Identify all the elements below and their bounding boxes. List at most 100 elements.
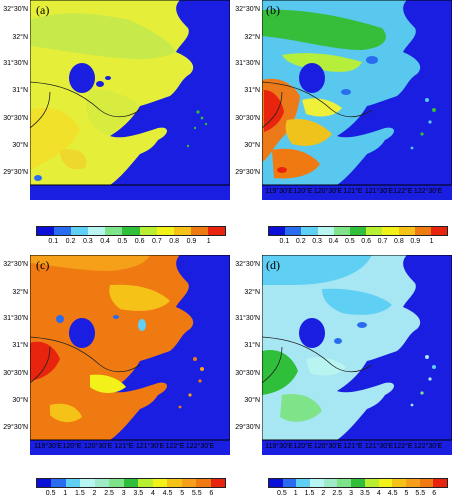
colorbar-swatch (71, 227, 89, 235)
colorbar-swatch (167, 479, 182, 487)
colorbar-label-bot-c-10: 5.5 (191, 490, 202, 497)
colorbar-label-bot-c-5: 3 (121, 490, 126, 497)
colorbar-label-bot-d-8: 4.5 (387, 490, 398, 497)
colorbar-swatch (285, 227, 302, 235)
y-tick-d-1: 32°N (244, 289, 260, 296)
y-tick-a-2: 31°30'N (3, 60, 28, 67)
colorbar-label-bot-d-3: 2 (321, 490, 326, 497)
colorbar-swatch (433, 479, 447, 487)
colorbar-swatch (405, 479, 420, 487)
colorbar-swatch (37, 227, 55, 235)
y-tick-c-1: 32°N (12, 289, 28, 296)
panel-label-b: (b) (266, 3, 280, 17)
colorbar-swatch (152, 479, 168, 487)
colorbar-swatch (190, 227, 208, 235)
y-tick-c-2: 31°30'N (3, 315, 28, 322)
y-tick-a-0: 32°30'N (3, 6, 28, 13)
colorbar-label-bot-c-4: 2.5 (104, 490, 114, 497)
x-tick-b-0: 119°30'E (265, 188, 293, 195)
colorbar-label-top-b-4: 0.5 (344, 238, 355, 245)
map-c (29, 254, 231, 455)
colorbar-label-bot-c-9: 5 (180, 490, 185, 497)
y-tick-c-3: 31°N (12, 342, 28, 349)
colorbar-label-top-a-0: 0.1 (48, 238, 59, 245)
colorbar-label-top-b-7: 0.8 (394, 238, 404, 245)
colorbar-swatch (323, 479, 338, 487)
colorbar-label-bot-c-7: 4 (150, 490, 155, 497)
y-tick-d-2: 31°30'N (235, 315, 260, 322)
y-tick-b-4: 30°30'N (235, 115, 260, 122)
colorbar-label-bot-c-8: 4.5 (162, 490, 173, 497)
y-tick-b-1: 32°N (244, 34, 260, 41)
colorbar-label-top-a-6: 0.7 (152, 238, 162, 245)
y-tick-d-0: 32°30'N (235, 261, 260, 268)
colorbar-label-top-b-3: 0.4 (328, 238, 339, 245)
y-tick-d-6: 29°30'N (235, 424, 260, 431)
colorbar-label-bot-d-9: 5 (404, 490, 409, 497)
colorbar-swatch (337, 479, 352, 487)
colorbar-label-top-a-8: 0.9 (186, 238, 197, 245)
map-b (261, 0, 452, 200)
y-tick-a-1: 32°N (12, 34, 28, 41)
colorbar-swatch (317, 227, 334, 235)
colorbar-label-bot-d-5: 3 (349, 490, 354, 497)
colorbar-label-bot-c-0: 0.5 (45, 490, 56, 497)
colorbar-swatch (364, 479, 379, 487)
colorbar-swatch (51, 479, 66, 487)
colorbar-swatch (430, 227, 448, 235)
y-tick-b-5: 30°N (244, 142, 260, 149)
colorbar-swatch (196, 479, 211, 487)
colorbar-label-bot-d-6: 3.5 (360, 490, 370, 497)
colorbar-swatch (351, 479, 365, 487)
colorbar-bottom-c (36, 478, 226, 488)
colorbar-swatch (54, 227, 72, 235)
colorbar-swatch (123, 479, 139, 487)
x-tick-c-6: 122°30'E (185, 443, 215, 450)
panel-label-a: (a) (36, 3, 50, 17)
x-tick-b-4: 121°30'E (364, 188, 394, 195)
colorbar-swatch (310, 479, 324, 487)
y-tick-c-0: 32°30'N (3, 261, 28, 268)
y-tick-d-5: 30°N (244, 397, 260, 404)
y-tick-b-2: 31°30'N (235, 60, 260, 67)
colorbar-label-bot-d-10: 5.5 (415, 490, 426, 497)
colorbar-swatch (80, 479, 95, 487)
colorbar-swatch (269, 479, 283, 487)
colorbar-label-top-a-9: 1 (206, 238, 211, 245)
colorbar-label-top-a-7: 0.8 (169, 238, 180, 245)
colorbar-swatch (333, 227, 350, 235)
colorbar-label-top-b-2: 0.3 (312, 238, 322, 245)
colorbar-swatch (139, 227, 157, 235)
colorbar-swatch (181, 479, 197, 487)
x-tick-d-1: 120°E (293, 443, 313, 450)
colorbar-swatch (65, 479, 81, 487)
x-tick-d-4: 121°30'E (364, 443, 394, 450)
y-tick-a-4: 30°30'N (3, 115, 28, 122)
panel-label-c: (c) (36, 258, 50, 272)
colorbar-label-top-b-5: 0.6 (361, 238, 372, 245)
colorbar-swatch (392, 479, 406, 487)
colorbar-swatch (37, 479, 52, 487)
x-tick-c-2: 120°30'E (83, 443, 113, 450)
y-tick-b-3: 31°N (244, 87, 260, 94)
x-tick-d-6: 122°30'E (413, 443, 443, 450)
map-d (261, 254, 452, 455)
y-tick-c-5: 30°N (12, 397, 28, 404)
colorbar-label-bot-d-1: 1 (293, 490, 298, 497)
colorbar-label-top-b-6: 0.7 (377, 238, 388, 245)
map-panel-c (29, 254, 231, 455)
colorbar-label-bot-c-11: 6 (209, 490, 214, 497)
y-tick-c-4: 30°30'N (3, 370, 28, 377)
x-tick-c-4: 121°30'E (135, 443, 165, 450)
colorbar-label-bot-d-0: 0.5 (276, 490, 287, 497)
colorbar-swatch (366, 227, 383, 235)
colorbar-top-a (36, 226, 226, 236)
y-tick-a-3: 31°N (12, 87, 28, 94)
colorbar-label-bot-c-1: 1 (63, 490, 68, 497)
colorbar-top-b (268, 226, 448, 236)
colorbar-swatch (269, 227, 286, 235)
colorbar-label-bot-c-3: 2 (92, 490, 97, 497)
x-tick-b-6: 122°30'E (413, 188, 443, 195)
y-tick-c-6: 29°30'N (3, 424, 28, 431)
colorbar-label-top-a-5: 0.6 (134, 238, 145, 245)
